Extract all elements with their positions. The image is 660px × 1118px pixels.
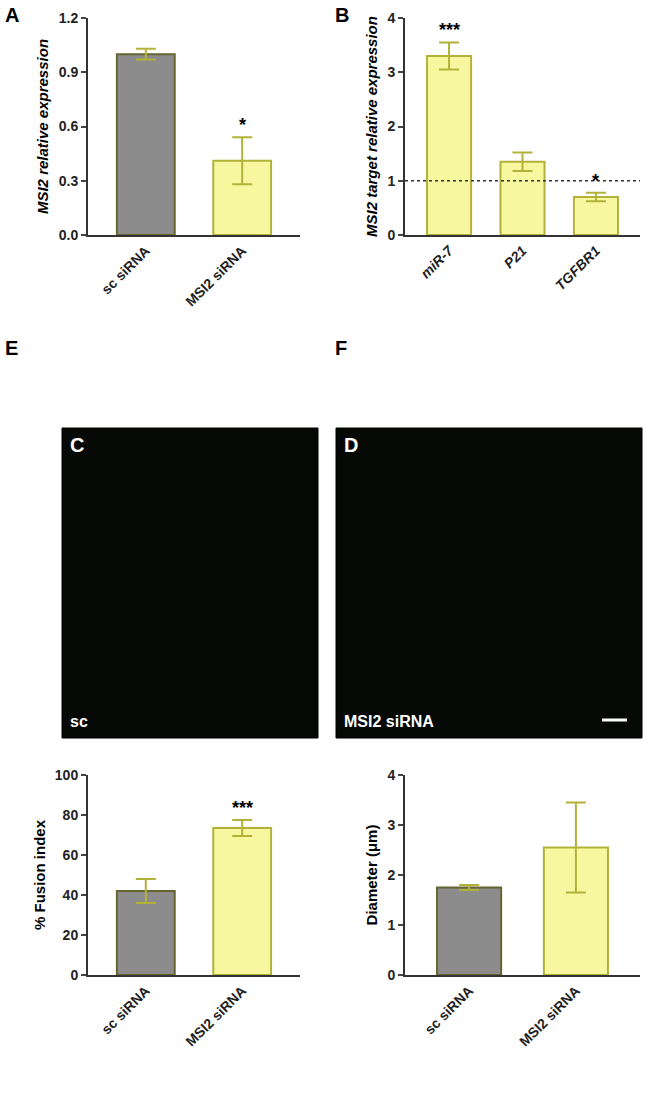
svg-text:3: 3 (387, 817, 395, 833)
svg-text:0: 0 (387, 967, 395, 983)
svg-text:A: A (5, 4, 19, 26)
svg-text:sc: sc (70, 713, 88, 730)
svg-text:3: 3 (387, 64, 395, 80)
svg-text:MSI2 siRNA: MSI2 siRNA (182, 243, 249, 310)
svg-text:2: 2 (387, 867, 395, 883)
svg-text:sc siRNA: sc siRNA (421, 983, 476, 1038)
svg-text:% Fusion index: % Fusion index (31, 819, 48, 930)
svg-text:4: 4 (387, 767, 395, 783)
svg-text:40: 40 (63, 887, 79, 903)
svg-text:80: 80 (63, 807, 79, 823)
svg-text:E: E (5, 337, 18, 359)
svg-text:P21: P21 (501, 242, 530, 271)
svg-text:2: 2 (387, 118, 395, 134)
svg-text:1: 1 (387, 173, 395, 189)
svg-text:MSI2 siRNA: MSI2 siRNA (344, 713, 434, 730)
svg-text:0: 0 (387, 227, 395, 243)
svg-text:MSI2 relative expression: MSI2 relative expression (34, 39, 51, 214)
svg-text:B: B (335, 4, 349, 26)
svg-text:sc siRNA: sc siRNA (98, 983, 153, 1038)
svg-text:4: 4 (387, 10, 395, 26)
svg-text:sc siRNA: sc siRNA (98, 243, 153, 298)
svg-text:D: D (344, 434, 358, 456)
svg-text:0: 0 (70, 967, 78, 983)
svg-text:Diameter (μm): Diameter (μm) (363, 825, 380, 926)
svg-text:0.0: 0.0 (59, 227, 79, 243)
svg-text:MSI2 siRNA: MSI2 siRNA (182, 983, 249, 1050)
svg-text:1: 1 (387, 917, 395, 933)
svg-text:0.6: 0.6 (59, 118, 79, 134)
svg-text:100: 100 (55, 767, 79, 783)
svg-text:0.3: 0.3 (59, 173, 79, 189)
svg-text:0.9: 0.9 (59, 64, 79, 80)
svg-text:MSI2 siRNA: MSI2 siRNA (516, 983, 583, 1050)
svg-text:1.2: 1.2 (59, 10, 79, 26)
svg-text:*: * (592, 171, 599, 191)
svg-text:MSI2 target relative expressio: MSI2 target relative expression (363, 16, 380, 237)
svg-text:C: C (70, 434, 84, 456)
svg-text:60: 60 (63, 847, 79, 863)
svg-text:***: *** (232, 798, 253, 818)
svg-text:miR-7: miR-7 (417, 242, 457, 282)
svg-text:TGFBR1: TGFBR1 (552, 242, 603, 293)
svg-text:***: *** (439, 20, 460, 40)
svg-text:*: * (239, 115, 246, 135)
svg-text:20: 20 (63, 927, 79, 943)
svg-text:F: F (335, 337, 347, 359)
